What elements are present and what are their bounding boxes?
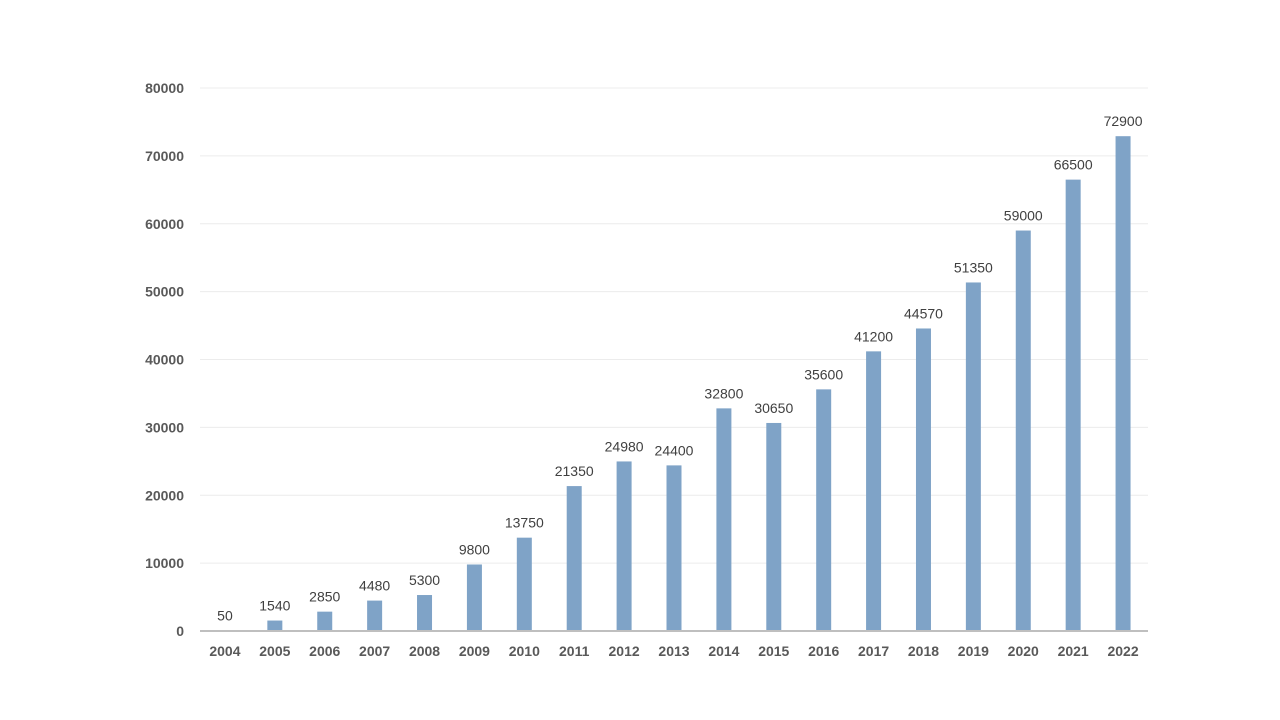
gridlines [200, 87, 1148, 564]
data-label-2018: 44570 [904, 305, 943, 321]
y-tick-label: 50000 [145, 284, 184, 300]
x-tick-label-2019: 2019 [958, 643, 989, 659]
bar-2005 [267, 620, 283, 631]
x-tick-label-2021: 2021 [1058, 643, 1089, 659]
bar-2009 [466, 564, 482, 631]
bar-2007 [367, 600, 383, 631]
data-label-2010: 13750 [505, 515, 544, 531]
x-tick-label-2005: 2005 [259, 643, 290, 659]
x-tick-label-2007: 2007 [359, 643, 390, 659]
data-label-2008: 5300 [409, 572, 440, 588]
x-tick-label-2015: 2015 [758, 643, 789, 659]
data-label-2014: 32800 [704, 385, 743, 401]
x-tick-label-2014: 2014 [708, 643, 739, 659]
data-label-2017: 41200 [854, 328, 893, 344]
bars [217, 136, 1131, 631]
data-label-2006: 2850 [309, 589, 340, 605]
bar-2010 [516, 537, 532, 631]
data-label-2016: 35600 [804, 366, 843, 382]
y-tick-label: 60000 [145, 216, 184, 232]
y-tick-label: 30000 [145, 419, 184, 435]
bar-2015 [766, 422, 782, 631]
data-label-2020: 59000 [1004, 208, 1043, 224]
bar-2021 [1065, 179, 1081, 631]
x-tick-label-2017: 2017 [858, 643, 889, 659]
data-label-2022: 72900 [1104, 113, 1143, 129]
x-tick-label-2010: 2010 [509, 643, 540, 659]
x-tick-label-2020: 2020 [1008, 643, 1039, 659]
bar-2008 [417, 595, 433, 631]
x-tick-label-2012: 2012 [609, 643, 640, 659]
x-tick-label-2006: 2006 [309, 643, 340, 659]
x-axis-ticks: 2004 2005 2006 2007 2008 2009 2010 2011 2012 2013… [209, 643, 1138, 659]
bar-2011 [566, 486, 582, 631]
bar-2017 [866, 351, 882, 631]
y-axis-ticks: 0 10000 20000 30000 40000 50000 60000 70000 8000… [145, 80, 184, 639]
x-tick-label-2022: 2022 [1107, 643, 1138, 659]
x-tick-label-2009: 2009 [459, 643, 490, 659]
data-label-2015: 30650 [754, 400, 793, 416]
y-tick-label: 70000 [145, 148, 184, 164]
bar-2012 [616, 461, 632, 631]
data-labels: 50 1540 2850 4480 5300 9800 13750 21350 24980 244… [217, 113, 1143, 623]
x-tick-label-2011: 2011 [559, 643, 590, 659]
bar-2013 [666, 465, 682, 631]
y-tick-label: 20000 [145, 487, 184, 503]
data-label-2021: 66500 [1054, 157, 1093, 173]
data-label-2004: 50 [217, 608, 233, 624]
data-label-2007: 4480 [359, 578, 390, 594]
data-label-2013: 24400 [655, 442, 694, 458]
bar-2006 [317, 611, 333, 631]
x-tick-label-2004: 2004 [209, 643, 240, 659]
data-label-2012: 24980 [605, 438, 644, 454]
x-tick-label-2016: 2016 [808, 643, 839, 659]
bar-2022 [1115, 136, 1131, 631]
data-label-2005: 1540 [259, 598, 290, 614]
data-label-2019: 51350 [954, 259, 993, 275]
y-tick-label: 10000 [145, 555, 184, 571]
data-label-2011: 21350 [555, 463, 594, 479]
bar-2016 [816, 389, 832, 631]
bar-2014 [716, 408, 732, 631]
bar-2020 [1015, 230, 1031, 631]
bar-2018 [915, 328, 931, 631]
y-tick-label: 40000 [145, 352, 184, 368]
y-tick-label: 0 [176, 623, 184, 639]
data-label-2009: 9800 [459, 541, 490, 557]
x-tick-label-2013: 2013 [658, 643, 689, 659]
y-tick-label: 80000 [145, 80, 184, 96]
x-tick-label-2018: 2018 [908, 643, 939, 659]
bar-2019 [965, 282, 981, 631]
x-tick-label-2008: 2008 [409, 643, 440, 659]
